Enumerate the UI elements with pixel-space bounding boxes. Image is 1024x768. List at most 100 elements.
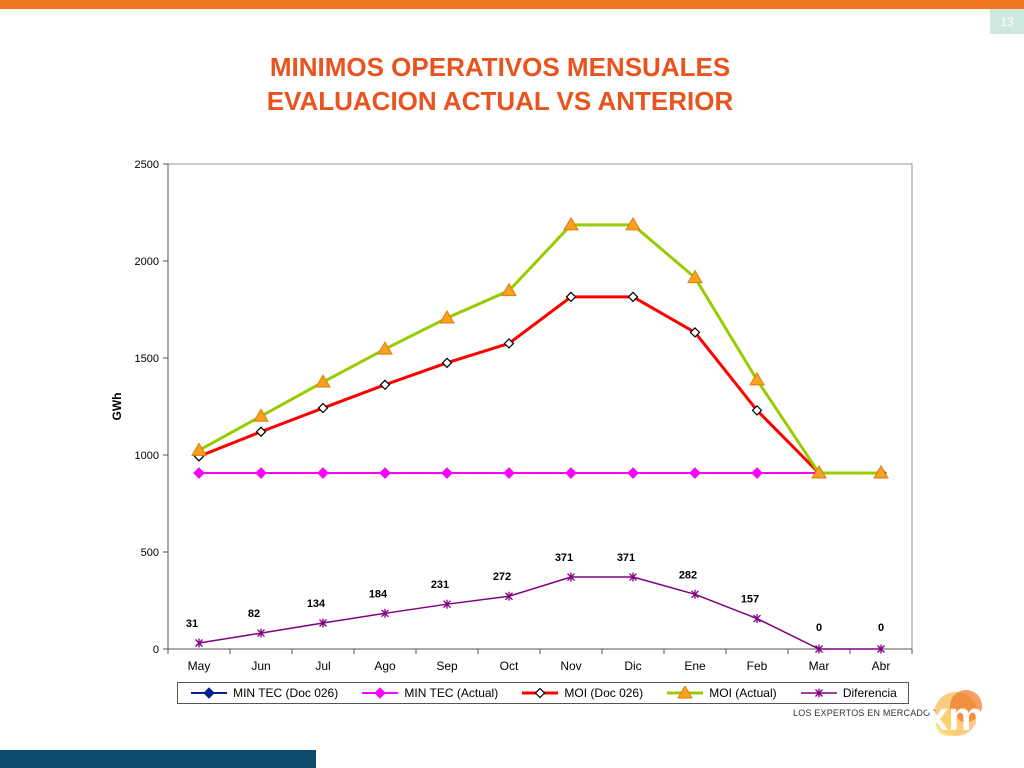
series-4: 31 82 134 184 231 272 371 371 282 157 0 0 — [186, 552, 885, 654]
series-point — [815, 644, 823, 654]
legend-item: Diferencia — [799, 686, 897, 700]
legend-label: MIN TEC (Doc 026) — [233, 686, 339, 700]
legend-swatch — [362, 687, 399, 699]
series-point — [443, 599, 451, 609]
logo-letters: xm — [926, 695, 984, 739]
series-point — [319, 618, 327, 628]
series-point — [253, 408, 269, 422]
series-point — [751, 405, 763, 416]
y-tick-label: 0 — [153, 644, 159, 656]
series-point — [439, 310, 455, 324]
series-point — [811, 465, 827, 479]
legend-item: MOI (Actual) — [665, 686, 777, 700]
series-1 — [193, 467, 887, 479]
series-point — [441, 357, 453, 369]
legend-swatch — [800, 688, 837, 698]
legend-label: Diferencia — [842, 686, 897, 700]
xm-logo: xm — [926, 690, 984, 739]
series-line — [198, 223, 881, 475]
legend-marker — [677, 686, 694, 699]
x-tick-label: Jul — [315, 659, 330, 673]
y-tick-label: 2000 — [135, 256, 159, 268]
plot-area — [167, 163, 913, 650]
x-tick-label: Nov — [560, 659, 581, 673]
series-point — [379, 379, 391, 391]
data-label: 157 — [741, 594, 759, 606]
series-line — [198, 576, 881, 650]
series-3 — [191, 216, 889, 479]
y-tick-label: 2500 — [135, 159, 159, 171]
y-tick-label: 1000 — [135, 450, 159, 462]
series-point — [877, 644, 885, 654]
data-label: 82 — [248, 608, 260, 620]
y-tick-label: 500 — [141, 547, 159, 559]
x-tick-label: Abr — [872, 659, 891, 673]
title-line-1: MINIMOS OPERATIVOS MENSUALES — [269, 52, 731, 82]
x-tick-label: Ago — [374, 659, 396, 673]
logo-tagline: LOS EXPERTOS EN MERCADOS — [793, 708, 937, 718]
legend-item: MIN TEC (Doc 026) — [189, 686, 338, 700]
data-label: 0 — [816, 622, 822, 634]
series-point — [377, 341, 393, 355]
series-point — [441, 467, 453, 479]
series-point — [255, 426, 267, 438]
series-point — [257, 628, 265, 638]
series-point — [191, 442, 207, 456]
x-tick-label: Dic — [624, 659, 641, 673]
data-label: 0 — [878, 622, 884, 634]
series-point — [255, 467, 267, 479]
legend-marker — [203, 687, 215, 699]
data-label: 371 — [555, 552, 573, 564]
series-point — [687, 269, 703, 284]
data-label: 31 — [186, 618, 198, 630]
x-tick-label: Mar — [809, 659, 830, 673]
y-tick-label: 1500 — [135, 353, 159, 365]
series-point — [315, 374, 331, 388]
x-tick-label: Feb — [747, 659, 768, 673]
legend-item: MIN TEC (Actual) — [360, 686, 498, 700]
x-tick-label: Sep — [436, 659, 458, 673]
series-point — [195, 638, 203, 648]
x-tick-label: Jun — [251, 659, 270, 673]
legend-label: MIN TEC (Actual) — [404, 686, 499, 700]
series-point — [873, 465, 889, 479]
y-axis-label: GWh — [110, 393, 124, 421]
legend-marker — [374, 687, 387, 699]
series-point — [629, 572, 637, 582]
series-point — [379, 467, 391, 479]
data-label: 272 — [493, 571, 511, 583]
x-tick-label: Ene — [684, 659, 706, 673]
series-point — [751, 467, 763, 479]
series-point — [503, 338, 515, 349]
slide-title: MINIMOS OPERATIVOS MENSUALES EVALUACION … — [200, 50, 800, 118]
series-point — [689, 467, 701, 479]
data-label: 231 — [431, 579, 449, 591]
legend-label: MOI (Doc 026) — [564, 686, 644, 700]
series-point — [317, 402, 329, 414]
x-tick-label: Oct — [500, 659, 519, 673]
series-point — [505, 591, 513, 601]
legend-marker — [535, 687, 546, 699]
bottom-accent-bar — [0, 750, 316, 768]
series-point — [749, 371, 765, 386]
series-point — [689, 327, 701, 338]
legend-swatch — [522, 687, 559, 699]
data-label: 282 — [679, 569, 697, 581]
data-label: 371 — [617, 552, 635, 564]
series-point — [563, 216, 579, 231]
series-point — [691, 589, 699, 599]
legend-swatch — [667, 686, 704, 699]
series-point — [627, 467, 639, 479]
series-point — [567, 572, 575, 582]
data-label: 184 — [369, 588, 388, 600]
series-point — [565, 467, 577, 479]
series-point — [193, 467, 205, 479]
series-point — [381, 608, 389, 618]
legend-marker — [814, 688, 823, 698]
legend-label: MOI (Actual) — [709, 686, 777, 700]
series-line — [198, 295, 881, 475]
series-point — [565, 291, 577, 303]
legend-item: MOI (Doc 026) — [520, 686, 643, 700]
series-point — [625, 216, 641, 231]
